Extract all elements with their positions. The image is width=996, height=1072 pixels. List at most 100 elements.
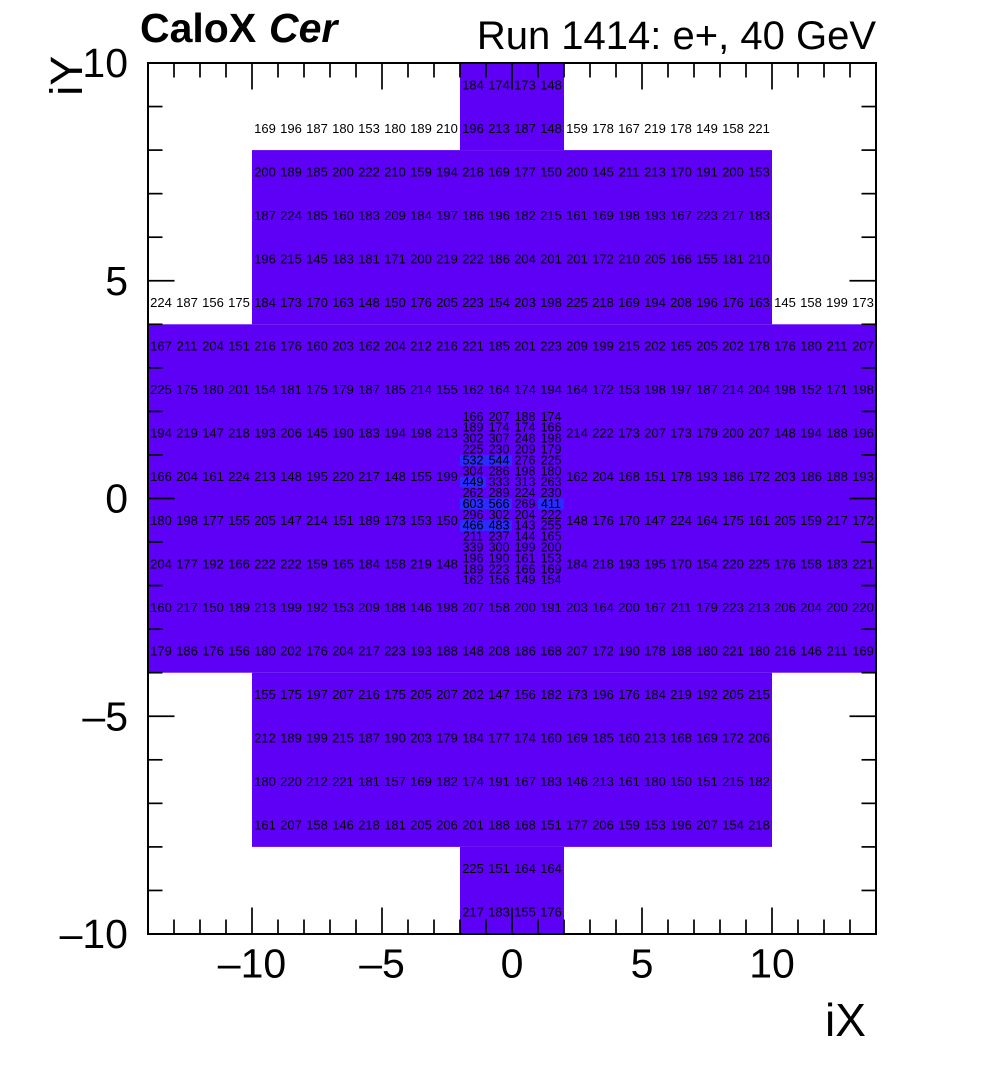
svg-text:162: 162 (566, 469, 588, 484)
svg-text:207: 207 (332, 687, 354, 702)
svg-text:205: 205 (722, 687, 744, 702)
svg-text:173: 173 (852, 295, 874, 310)
svg-text:151: 151 (488, 861, 510, 876)
svg-text:196: 196 (280, 121, 302, 136)
svg-text:188: 188 (436, 643, 458, 658)
svg-text:184: 184 (254, 295, 276, 310)
svg-text:175: 175 (306, 382, 328, 397)
svg-text:180: 180 (748, 643, 770, 658)
svg-text:193: 193 (644, 208, 666, 223)
svg-text:223: 223 (462, 295, 484, 310)
svg-text:220: 220 (280, 774, 302, 789)
svg-text:174: 174 (488, 77, 510, 92)
svg-text:186: 186 (514, 643, 536, 658)
svg-text:10: 10 (749, 941, 795, 987)
svg-text:180: 180 (800, 339, 822, 354)
svg-text:222: 222 (254, 556, 276, 571)
svg-text:205: 205 (774, 513, 796, 528)
svg-text:183: 183 (488, 905, 510, 920)
svg-text:202: 202 (280, 643, 302, 658)
svg-text:195: 195 (306, 469, 328, 484)
svg-text:180: 180 (150, 513, 172, 528)
svg-text:155: 155 (410, 469, 432, 484)
svg-text:184: 184 (644, 687, 666, 702)
svg-text:179: 179 (332, 382, 354, 397)
svg-text:195: 195 (644, 556, 666, 571)
svg-text:194: 194 (436, 164, 458, 179)
svg-text:180: 180 (644, 774, 666, 789)
svg-text:147: 147 (644, 513, 666, 528)
svg-text:176: 176 (410, 295, 432, 310)
svg-text:149: 149 (515, 573, 536, 587)
svg-text:155: 155 (696, 251, 718, 266)
svg-text:167: 167 (644, 600, 666, 615)
svg-text:216: 216 (774, 643, 796, 658)
svg-text:205: 205 (436, 295, 458, 310)
svg-text:186: 186 (462, 208, 484, 223)
svg-text:210: 210 (748, 251, 770, 266)
svg-text:178: 178 (644, 643, 666, 658)
svg-text:204: 204 (384, 339, 406, 354)
svg-text:176: 176 (540, 905, 562, 920)
svg-text:196: 196 (696, 295, 718, 310)
svg-text:202: 202 (722, 339, 744, 354)
svg-text:153: 153 (410, 513, 432, 528)
svg-text:145: 145 (774, 295, 796, 310)
svg-text:224: 224 (150, 295, 172, 310)
svg-text:201: 201 (566, 251, 588, 266)
svg-text:174: 174 (514, 382, 536, 397)
svg-text:148: 148 (280, 469, 302, 484)
svg-text:199: 199 (436, 469, 458, 484)
svg-text:219: 219 (644, 121, 666, 136)
svg-text:205: 205 (410, 818, 432, 833)
svg-text:CaloX: CaloX (140, 5, 256, 51)
svg-text:174: 174 (514, 731, 536, 746)
svg-text:167: 167 (150, 339, 172, 354)
svg-text:210: 210 (384, 164, 406, 179)
svg-text:172: 172 (592, 643, 614, 658)
svg-text:196: 196 (462, 121, 484, 136)
svg-text:198: 198 (540, 295, 562, 310)
svg-text:204: 204 (592, 469, 614, 484)
svg-text:204: 204 (748, 382, 770, 397)
svg-text:184: 184 (358, 556, 380, 571)
svg-text:187: 187 (696, 382, 718, 397)
svg-text:167: 167 (514, 774, 536, 789)
svg-text:177: 177 (202, 513, 224, 528)
svg-text:187: 187 (514, 121, 536, 136)
svg-text:iX: iX (825, 994, 866, 1046)
svg-text:175: 175 (176, 382, 198, 397)
svg-text:196: 196 (592, 687, 614, 702)
svg-text:158: 158 (800, 295, 822, 310)
svg-text:162: 162 (358, 339, 380, 354)
svg-text:207: 207 (280, 818, 302, 833)
svg-text:146: 146 (410, 600, 432, 615)
svg-text:166: 166 (228, 556, 250, 571)
svg-text:207: 207 (696, 818, 718, 833)
svg-text:160: 160 (306, 339, 328, 354)
svg-text:192: 192 (202, 556, 224, 571)
svg-text:204: 204 (332, 643, 354, 658)
svg-text:207: 207 (852, 339, 874, 354)
svg-text:216: 216 (358, 687, 380, 702)
svg-text:177: 177 (488, 731, 510, 746)
svg-text:169: 169 (254, 121, 276, 136)
svg-text:197: 197 (306, 687, 328, 702)
svg-text:167: 167 (618, 121, 640, 136)
svg-text:221: 221 (748, 121, 770, 136)
svg-text:146: 146 (332, 818, 354, 833)
svg-text:225: 225 (150, 382, 172, 397)
svg-text:198: 198 (436, 600, 458, 615)
svg-text:215: 215 (748, 687, 770, 702)
svg-text:153: 153 (332, 600, 354, 615)
svg-text:148: 148 (384, 469, 406, 484)
svg-text:151: 151 (696, 774, 718, 789)
svg-text:172: 172 (722, 731, 744, 746)
svg-text:215: 215 (332, 731, 354, 746)
svg-text:152: 152 (800, 382, 822, 397)
svg-text:159: 159 (618, 818, 640, 833)
svg-text:221: 221 (332, 774, 354, 789)
svg-text:173: 173 (514, 77, 536, 92)
svg-text:160: 160 (618, 731, 640, 746)
svg-text:155: 155 (514, 905, 536, 920)
